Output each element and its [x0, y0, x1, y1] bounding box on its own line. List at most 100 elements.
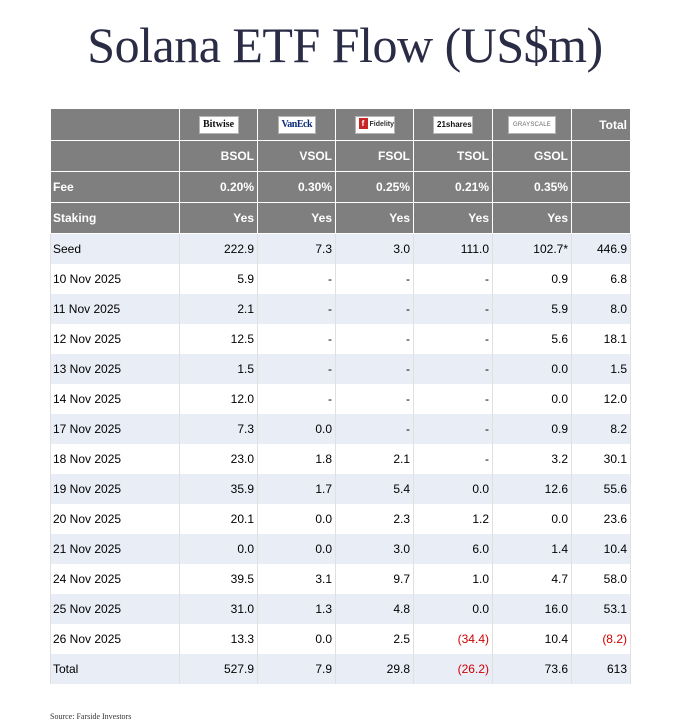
flow-cell: 31.0: [179, 594, 258, 624]
corner-cell: [50, 108, 180, 141]
grayscale-logo-cell: GRAYSCALE: [492, 108, 572, 141]
row-total-cell: 18.1: [571, 324, 631, 354]
row-label: 21 Nov 2025: [50, 534, 180, 564]
flow-cell: 0.0: [257, 414, 336, 444]
ticker-vsol: VSOL: [257, 140, 336, 172]
fee-fsol: 0.25%: [335, 171, 414, 203]
flow-cell: -: [335, 294, 414, 324]
flow-cell: 2.1: [335, 444, 414, 474]
flow-cell: 20.1: [179, 504, 258, 534]
vaneck-logo-cell: VanEck: [257, 108, 336, 141]
staking-bsol: Yes: [179, 202, 258, 234]
flow-cell: 2.3: [335, 504, 414, 534]
fee-header-row: Fee 0.20% 0.30% 0.25% 0.21% 0.35%: [50, 171, 631, 203]
flow-cell: 1.8: [257, 444, 336, 474]
flow-cell: -: [413, 324, 493, 354]
flow-cell: 0.0: [257, 504, 336, 534]
row-total-cell: 613: [571, 654, 631, 684]
flow-cell: 4.8: [335, 594, 414, 624]
flow-cell: 3.0: [335, 534, 414, 564]
flow-cell: -: [413, 384, 493, 414]
row-total-cell: 58.0: [571, 564, 631, 594]
flow-cell: 0.0: [257, 534, 336, 564]
flow-cell: 0.9: [492, 264, 572, 294]
page-title: Solana ETF Flow (US$m): [87, 17, 603, 73]
table-row: 13 Nov 2025 1.5- - -0.0 1.5: [50, 354, 631, 384]
flow-cell: 9.7: [335, 564, 414, 594]
flow-cell: -: [335, 354, 414, 384]
row-total-cell: 53.1: [571, 594, 631, 624]
fidelity-mark-icon: f: [358, 118, 368, 130]
total-header: Total: [571, 108, 631, 141]
flow-cell: 0.0: [492, 504, 572, 534]
flow-cell: -: [413, 294, 493, 324]
flow-cell: 23.0: [179, 444, 258, 474]
table-row: 11 Nov 2025 2.1- - -5.9 8.0: [50, 294, 631, 324]
flow-cell: 73.6: [492, 654, 572, 684]
ticker-header-row: BSOL VSOL FSOL TSOL GSOL: [50, 140, 631, 172]
row-total-cell: 8.2: [571, 414, 631, 444]
row-label: 26 Nov 2025: [50, 624, 180, 654]
ticker-label-cell: [50, 140, 180, 172]
bitwise-logo-cell: Bitwise: [179, 108, 258, 141]
staking-total-blank: [571, 202, 631, 234]
flow-cell: 3.2: [492, 444, 572, 474]
flow-cell: -: [335, 384, 414, 414]
21shares-logo-cell: 21shares: [413, 108, 493, 141]
row-label: 20 Nov 2025: [50, 504, 180, 534]
flow-cell: 7.3: [179, 414, 258, 444]
row-label: Seed: [50, 233, 180, 264]
table-row: 12 Nov 2025 12.5- - -5.6 18.1: [50, 324, 631, 354]
flow-cell: 3.0: [335, 233, 414, 264]
flow-cell: 1.3: [257, 594, 336, 624]
flow-cell: 0.0: [492, 354, 572, 384]
flow-cell: 35.9: [179, 474, 258, 504]
flow-cell: 5.6: [492, 324, 572, 354]
vaneck-logo: VanEck: [277, 115, 316, 134]
row-total-cell: 6.8: [571, 264, 631, 294]
table-row: 26 Nov 2025 13.3 0.0 2.5 (34.4) 10.4 (8.2): [50, 624, 631, 654]
flow-cell: 10.4: [492, 624, 572, 654]
fee-tsol: 0.21%: [413, 171, 493, 203]
row-total-cell: 8.0: [571, 294, 631, 324]
row-label: 13 Nov 2025: [50, 354, 180, 384]
fee-total-blank: [571, 171, 631, 203]
flow-cell: -: [257, 294, 336, 324]
grayscale-logo: GRAYSCALE: [508, 115, 556, 134]
table-row: 18 Nov 2025 23.0 1.8 2.1-3.2 30.1: [50, 444, 631, 474]
row-label: 12 Nov 2025: [50, 324, 180, 354]
flow-cell: 5.9: [492, 294, 572, 324]
row-total-cell: 30.1: [571, 444, 631, 474]
table-row: 25 Nov 2025 31.0 1.3 4.8 0.0 16.0 53.1: [50, 594, 631, 624]
flow-cell: 2.5: [335, 624, 414, 654]
fee-gsol: 0.35%: [492, 171, 572, 203]
row-total-cell: 446.9: [571, 233, 631, 264]
21shares-logo: 21shares: [433, 115, 473, 134]
flow-cell: 1.5: [179, 354, 258, 384]
flow-cell: (34.4): [413, 624, 493, 654]
row-label: 24 Nov 2025: [50, 564, 180, 594]
row-total-cell: (8.2): [571, 624, 631, 654]
row-total-cell: 1.5: [571, 354, 631, 384]
flow-cell: -: [257, 264, 336, 294]
row-total-cell: 10.4: [571, 534, 631, 564]
row-label: 14 Nov 2025: [50, 384, 180, 414]
flow-cell: 13.3: [179, 624, 258, 654]
row-label: 25 Nov 2025: [50, 594, 180, 624]
ticker-gsol: GSOL: [492, 140, 572, 172]
bitwise-logo: Bitwise: [198, 115, 239, 134]
row-label: 10 Nov 2025: [50, 264, 180, 294]
flow-cell: 29.8: [335, 654, 414, 684]
staking-tsol: Yes: [413, 202, 493, 234]
ticker-fsol: FSOL: [335, 140, 414, 172]
flow-cell: 3.1: [257, 564, 336, 594]
flow-cell: 7.3: [257, 233, 336, 264]
row-label: 19 Nov 2025: [50, 474, 180, 504]
flow-cell: 1.4: [492, 534, 572, 564]
table-row: 20 Nov 2025 20.1 0.0 2.3 1.2 0.0 23.6: [50, 504, 631, 534]
row-label: 11 Nov 2025: [50, 294, 180, 324]
flow-cell: -: [413, 354, 493, 384]
flow-cell: -: [413, 444, 493, 474]
flow-cell: -: [413, 414, 493, 444]
staking-gsol: Yes: [492, 202, 572, 234]
